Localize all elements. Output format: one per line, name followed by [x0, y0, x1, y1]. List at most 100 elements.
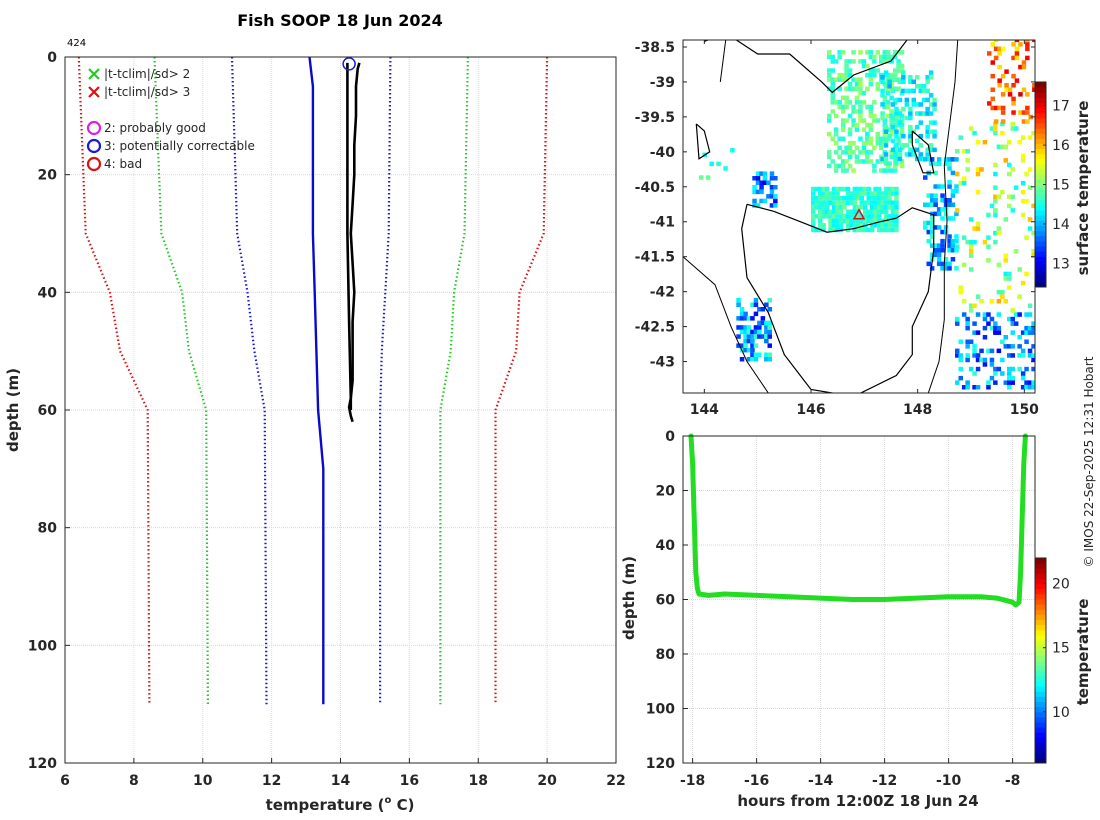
sst-pixel — [880, 79, 885, 84]
sst-pixel — [868, 54, 874, 60]
sst-pixel — [828, 209, 833, 214]
sst-pixel — [869, 218, 875, 224]
sst-pixel — [739, 316, 745, 321]
sst-pixel — [911, 97, 916, 103]
sst-pixel — [950, 193, 956, 198]
sst-pixel — [890, 200, 896, 205]
sst-pixel — [844, 72, 849, 78]
sst-pixel — [1007, 316, 1012, 322]
sst-pixel — [915, 138, 920, 144]
map-colorbar-segment — [1035, 174, 1046, 180]
sst-pixel — [835, 195, 840, 201]
sst-pixel — [837, 136, 842, 141]
profile-xtick-label: 18 — [469, 773, 488, 789]
sst-pixel — [889, 168, 894, 173]
sst-pixel — [890, 218, 896, 224]
sst-pixel — [892, 50, 898, 55]
legend-circle-icon — [86, 120, 102, 136]
sst-pixel — [882, 50, 887, 55]
sst-pixel — [873, 195, 878, 201]
sst-pixel — [975, 140, 981, 145]
sst-pixel — [894, 209, 899, 214]
sst-pixel — [1000, 289, 1005, 295]
sst-pixel — [943, 211, 949, 217]
sst-pixel — [1003, 344, 1008, 349]
sst-pixel — [865, 159, 870, 164]
flag-marker — [342, 57, 356, 71]
sst-pixel — [755, 171, 761, 176]
sst-pixel — [833, 150, 839, 155]
sst-pixel — [730, 148, 735, 153]
track-colorbar-segment — [1035, 752, 1046, 759]
sst-pixel — [844, 145, 849, 151]
sst-pixel — [982, 316, 988, 322]
sst-pixel — [904, 152, 910, 157]
sst-pixel — [883, 161, 889, 166]
sst-pixel — [837, 86, 842, 91]
map-ytick-label: -43 — [650, 355, 675, 371]
track-colorbar-tick-label: 15 — [1052, 641, 1070, 657]
track-colorbar-segment — [1035, 691, 1046, 697]
map-colorbar-segment — [1035, 199, 1046, 206]
sst-pixel — [762, 176, 768, 181]
sst-pixel — [940, 261, 945, 267]
sst-pixel — [814, 195, 819, 201]
sst-pixel — [897, 152, 903, 157]
sst-pixel — [842, 205, 847, 210]
sst-pixel — [830, 68, 835, 73]
sst-pixel — [1004, 69, 1009, 74]
sst-pixel — [897, 156, 903, 162]
legend-circle-icon — [86, 138, 102, 154]
map-ytick-label: -40 — [650, 145, 676, 161]
sst-pixel — [986, 348, 991, 354]
sst-pixel — [879, 159, 884, 164]
sst-pixel — [858, 100, 863, 105]
sst-pixel — [743, 325, 748, 330]
sst-pixel — [880, 115, 885, 121]
profile-ticks: 6 8 10 12 14 16 18 20 22 0 20 40 60 80 100 120 — [28, 50, 626, 789]
sst-pixel — [767, 329, 772, 335]
track-plot: -18 -16 -14 -12 -10 -8 0 20 40 60 80 100 120 hours f… — [620, 429, 1092, 810]
sst-pixel — [950, 243, 956, 248]
sst-pixel — [1013, 312, 1019, 317]
sst-pixel — [990, 105, 995, 111]
legend-x-icon — [88, 86, 100, 98]
sst-pixel — [866, 214, 871, 219]
sst-pixel — [1020, 353, 1026, 358]
sst-pixel — [861, 141, 867, 146]
sst-pixel — [830, 59, 835, 64]
sst-pixel — [933, 193, 938, 198]
sst-pixel — [975, 330, 981, 335]
sst-pixel — [1010, 208, 1015, 213]
sst-pixel — [950, 248, 956, 253]
sst-pixel — [739, 357, 745, 362]
sst-pixel — [767, 343, 772, 348]
sst-pixel — [854, 154, 860, 160]
sst-pixel — [965, 167, 970, 172]
map-colorbar-segment — [1035, 92, 1046, 98]
sst-pixel — [875, 131, 880, 137]
sst-pixel — [840, 109, 846, 114]
sst-pixel — [890, 223, 896, 228]
sst-pixel — [845, 186, 851, 192]
sst-pixel — [831, 195, 837, 201]
sst-pixel — [894, 186, 899, 192]
sst-pixel — [901, 134, 906, 139]
sst-pixel — [858, 59, 863, 64]
sst-pixel — [835, 218, 840, 224]
sst-pixel — [837, 100, 842, 105]
sst-pixel — [856, 205, 861, 210]
sst-pixel — [933, 198, 938, 203]
sst-pixel — [890, 138, 896, 144]
sst-pixel — [883, 200, 889, 205]
map-colorbar-tick-label: 14 — [1052, 217, 1070, 233]
sst-pixel — [831, 223, 837, 228]
sst-pixel — [750, 334, 755, 339]
sst-pixel — [896, 59, 901, 64]
sst-pixel — [894, 218, 899, 224]
sst-pixel — [876, 195, 882, 201]
map-colorbar-segment — [1035, 107, 1046, 114]
sst-pixel — [997, 105, 1002, 111]
map-colorbar-segment — [1035, 123, 1046, 129]
